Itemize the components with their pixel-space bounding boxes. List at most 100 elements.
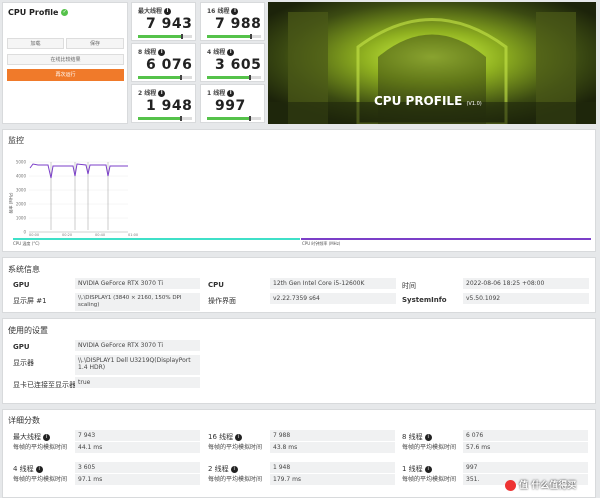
- score-label: 1 线程 i: [207, 88, 235, 97]
- score-label-text: 最大线程: [138, 8, 163, 15]
- detail-sub-label: 每帧的平均模拟时间: [13, 476, 68, 483]
- detail-sub-label: 每帧的平均模拟时间: [402, 444, 457, 451]
- score-label: 最大线程 i: [138, 6, 172, 15]
- detail-time: 351.: [463, 474, 588, 485]
- score-bar: [207, 34, 261, 39]
- check-circle-icon: ✓: [61, 9, 69, 16]
- monitor-chart: 5000 4000 3000 2000 1000 000:00 00:20 00:40 01:0…: [13, 160, 591, 240]
- monitor-card: 监控 频率 (MHz) 5000 4000 3000 2000 1000 0 00:00 00…: [2, 129, 596, 252]
- detail-score: 7 943: [75, 430, 200, 441]
- detail-label: 2 线程 i: [208, 464, 238, 474]
- detail-score: 7 988: [270, 430, 395, 441]
- score-marker: [250, 34, 253, 39]
- detail-sub-label: 每帧的平均模拟时间: [208, 476, 263, 483]
- score-label-text: 1 线程: [207, 90, 226, 97]
- banner-image: CPU PROFILE (V1.0): [268, 2, 596, 124]
- detail-sub-label: 每帧的平均模拟时间: [13, 444, 68, 451]
- score-label: 4 线程 i: [207, 47, 235, 56]
- banner-version: (V1.0): [466, 101, 482, 107]
- x-tick: 00:00: [29, 233, 39, 237]
- detail-label-text: 4 线程: [13, 465, 34, 473]
- score-label: 8 线程 i: [138, 47, 166, 56]
- info-icon[interactable]: i: [158, 49, 166, 56]
- profile-card: CPU Profile ✓ 加载 保存 在线比较结果 再次运行: [2, 2, 128, 124]
- detail-time: 57.6 ms: [463, 442, 588, 453]
- score-marker: [180, 116, 183, 121]
- score-bar: [138, 116, 192, 121]
- detail-label: 最大线程 i: [13, 432, 50, 442]
- score-card-5: 1 线程 i 997: [200, 84, 265, 123]
- score-label-text: 2 线程: [138, 90, 157, 97]
- score-label: 16 线程 i: [207, 6, 239, 15]
- set-monitor-value: \\.\DISPLAY1 Dell U3219Q(DisplayPort 1.4…: [75, 355, 200, 375]
- detail-sub-label: 每帧的平均模拟时间: [208, 444, 263, 451]
- info-icon[interactable]: i: [227, 90, 235, 97]
- legend-temp: CPU 温度 (°C): [13, 241, 40, 246]
- score-bar: [138, 34, 192, 39]
- compare-online-button[interactable]: 在线比较结果: [7, 54, 124, 65]
- detail-label: 16 线程 i: [208, 432, 243, 442]
- sys-cpu-value: 12th Gen Intel Core i5-12600K: [270, 278, 396, 289]
- detail-label-text: 最大线程: [13, 433, 41, 441]
- run-again-button[interactable]: 再次运行: [7, 69, 124, 81]
- system-info-card: 系统信息 GPU NVIDIA GeForce RTX 3070 Ti CPU …: [2, 257, 596, 313]
- info-icon[interactable]: i: [230, 465, 238, 473]
- sys-cpu-label: CPU: [208, 281, 224, 289]
- sys-sysinfo-value: v5.50.1092: [463, 293, 589, 304]
- detail-label-text: 2 线程: [208, 465, 229, 473]
- details-title: 详细分数: [8, 416, 40, 425]
- score-value: 7 988: [215, 16, 262, 32]
- y-tick: 0: [23, 230, 26, 235]
- score-card-2: 8 线程 i 6 076: [131, 43, 196, 82]
- score-value: 6 076: [146, 57, 193, 73]
- score-bar-fill: [138, 117, 182, 120]
- detail-score: 3 605: [75, 462, 200, 473]
- score-card-1: 16 线程 i 7 988: [200, 2, 265, 41]
- y-tick: 3000: [16, 188, 27, 193]
- details-card: 详细分数 最大线程 i 7 943 每帧的平均模拟时间 44.1 ms 16 线程 i…: [2, 409, 596, 498]
- score-bar: [207, 116, 261, 121]
- sys-sysinfo-label: SystemInfo: [402, 296, 447, 304]
- info-icon[interactable]: i: [43, 433, 50, 441]
- detail-time: 97.1 ms: [75, 474, 200, 485]
- score-value: 7 943: [146, 16, 193, 32]
- score-card-4: 2 线程 i 1 948: [131, 84, 196, 123]
- score-card-0: 最大线程 i 7 943: [131, 2, 196, 41]
- sys-ui-label: 操作界面: [208, 297, 236, 305]
- detail-label-text: 8 线程: [402, 433, 423, 441]
- save-button[interactable]: 保存: [66, 38, 124, 49]
- set-connected-value: true: [75, 377, 200, 388]
- detail-label-text: 1 线程: [402, 465, 423, 473]
- score-label: 2 线程 i: [138, 88, 166, 97]
- x-tick: 00:40: [95, 233, 105, 237]
- load-button[interactable]: 加载: [7, 38, 64, 49]
- info-icon[interactable]: i: [164, 8, 172, 15]
- app-title: CPU Profile ✓: [8, 8, 69, 17]
- watermark: 值 什么值得买: [505, 478, 576, 491]
- settings-card: 使用的设置 GPU NVIDIA GeForce RTX 3070 Ti 显示器…: [2, 318, 596, 404]
- info-icon[interactable]: i: [35, 465, 43, 473]
- legend-clock: CPU 时钟频率 (MHz): [302, 241, 341, 246]
- banner-title-text: CPU PROFILE: [374, 94, 463, 108]
- score-marker: [249, 116, 252, 121]
- info-icon[interactable]: i: [227, 49, 235, 56]
- x-tick: 00:20: [62, 233, 72, 237]
- detail-time: 44.1 ms: [75, 442, 200, 453]
- info-icon[interactable]: i: [235, 433, 243, 441]
- info-icon[interactable]: i: [231, 8, 239, 15]
- score-bar-fill: [207, 117, 251, 120]
- score-label-text: 16 线程: [207, 8, 230, 15]
- info-icon[interactable]: i: [424, 465, 432, 473]
- score-card-3: 4 线程 i 3 605: [200, 43, 265, 82]
- detail-label-text: 16 线程: [208, 433, 234, 441]
- system-info-title: 系统信息: [8, 265, 40, 274]
- sys-gpu-label: GPU: [13, 281, 30, 289]
- info-icon[interactable]: i: [158, 90, 166, 97]
- detail-score: 1 948: [270, 462, 395, 473]
- x-tick: 01:00: [128, 233, 138, 237]
- score-label-text: 8 线程: [138, 49, 157, 56]
- y-tick: 2000: [16, 202, 27, 207]
- sys-display-value: \\.\DISPLAY1 (3840 × 2160, 150% DPI scal…: [75, 293, 200, 311]
- y-tick: 4000: [16, 174, 27, 179]
- info-icon[interactable]: i: [424, 433, 432, 441]
